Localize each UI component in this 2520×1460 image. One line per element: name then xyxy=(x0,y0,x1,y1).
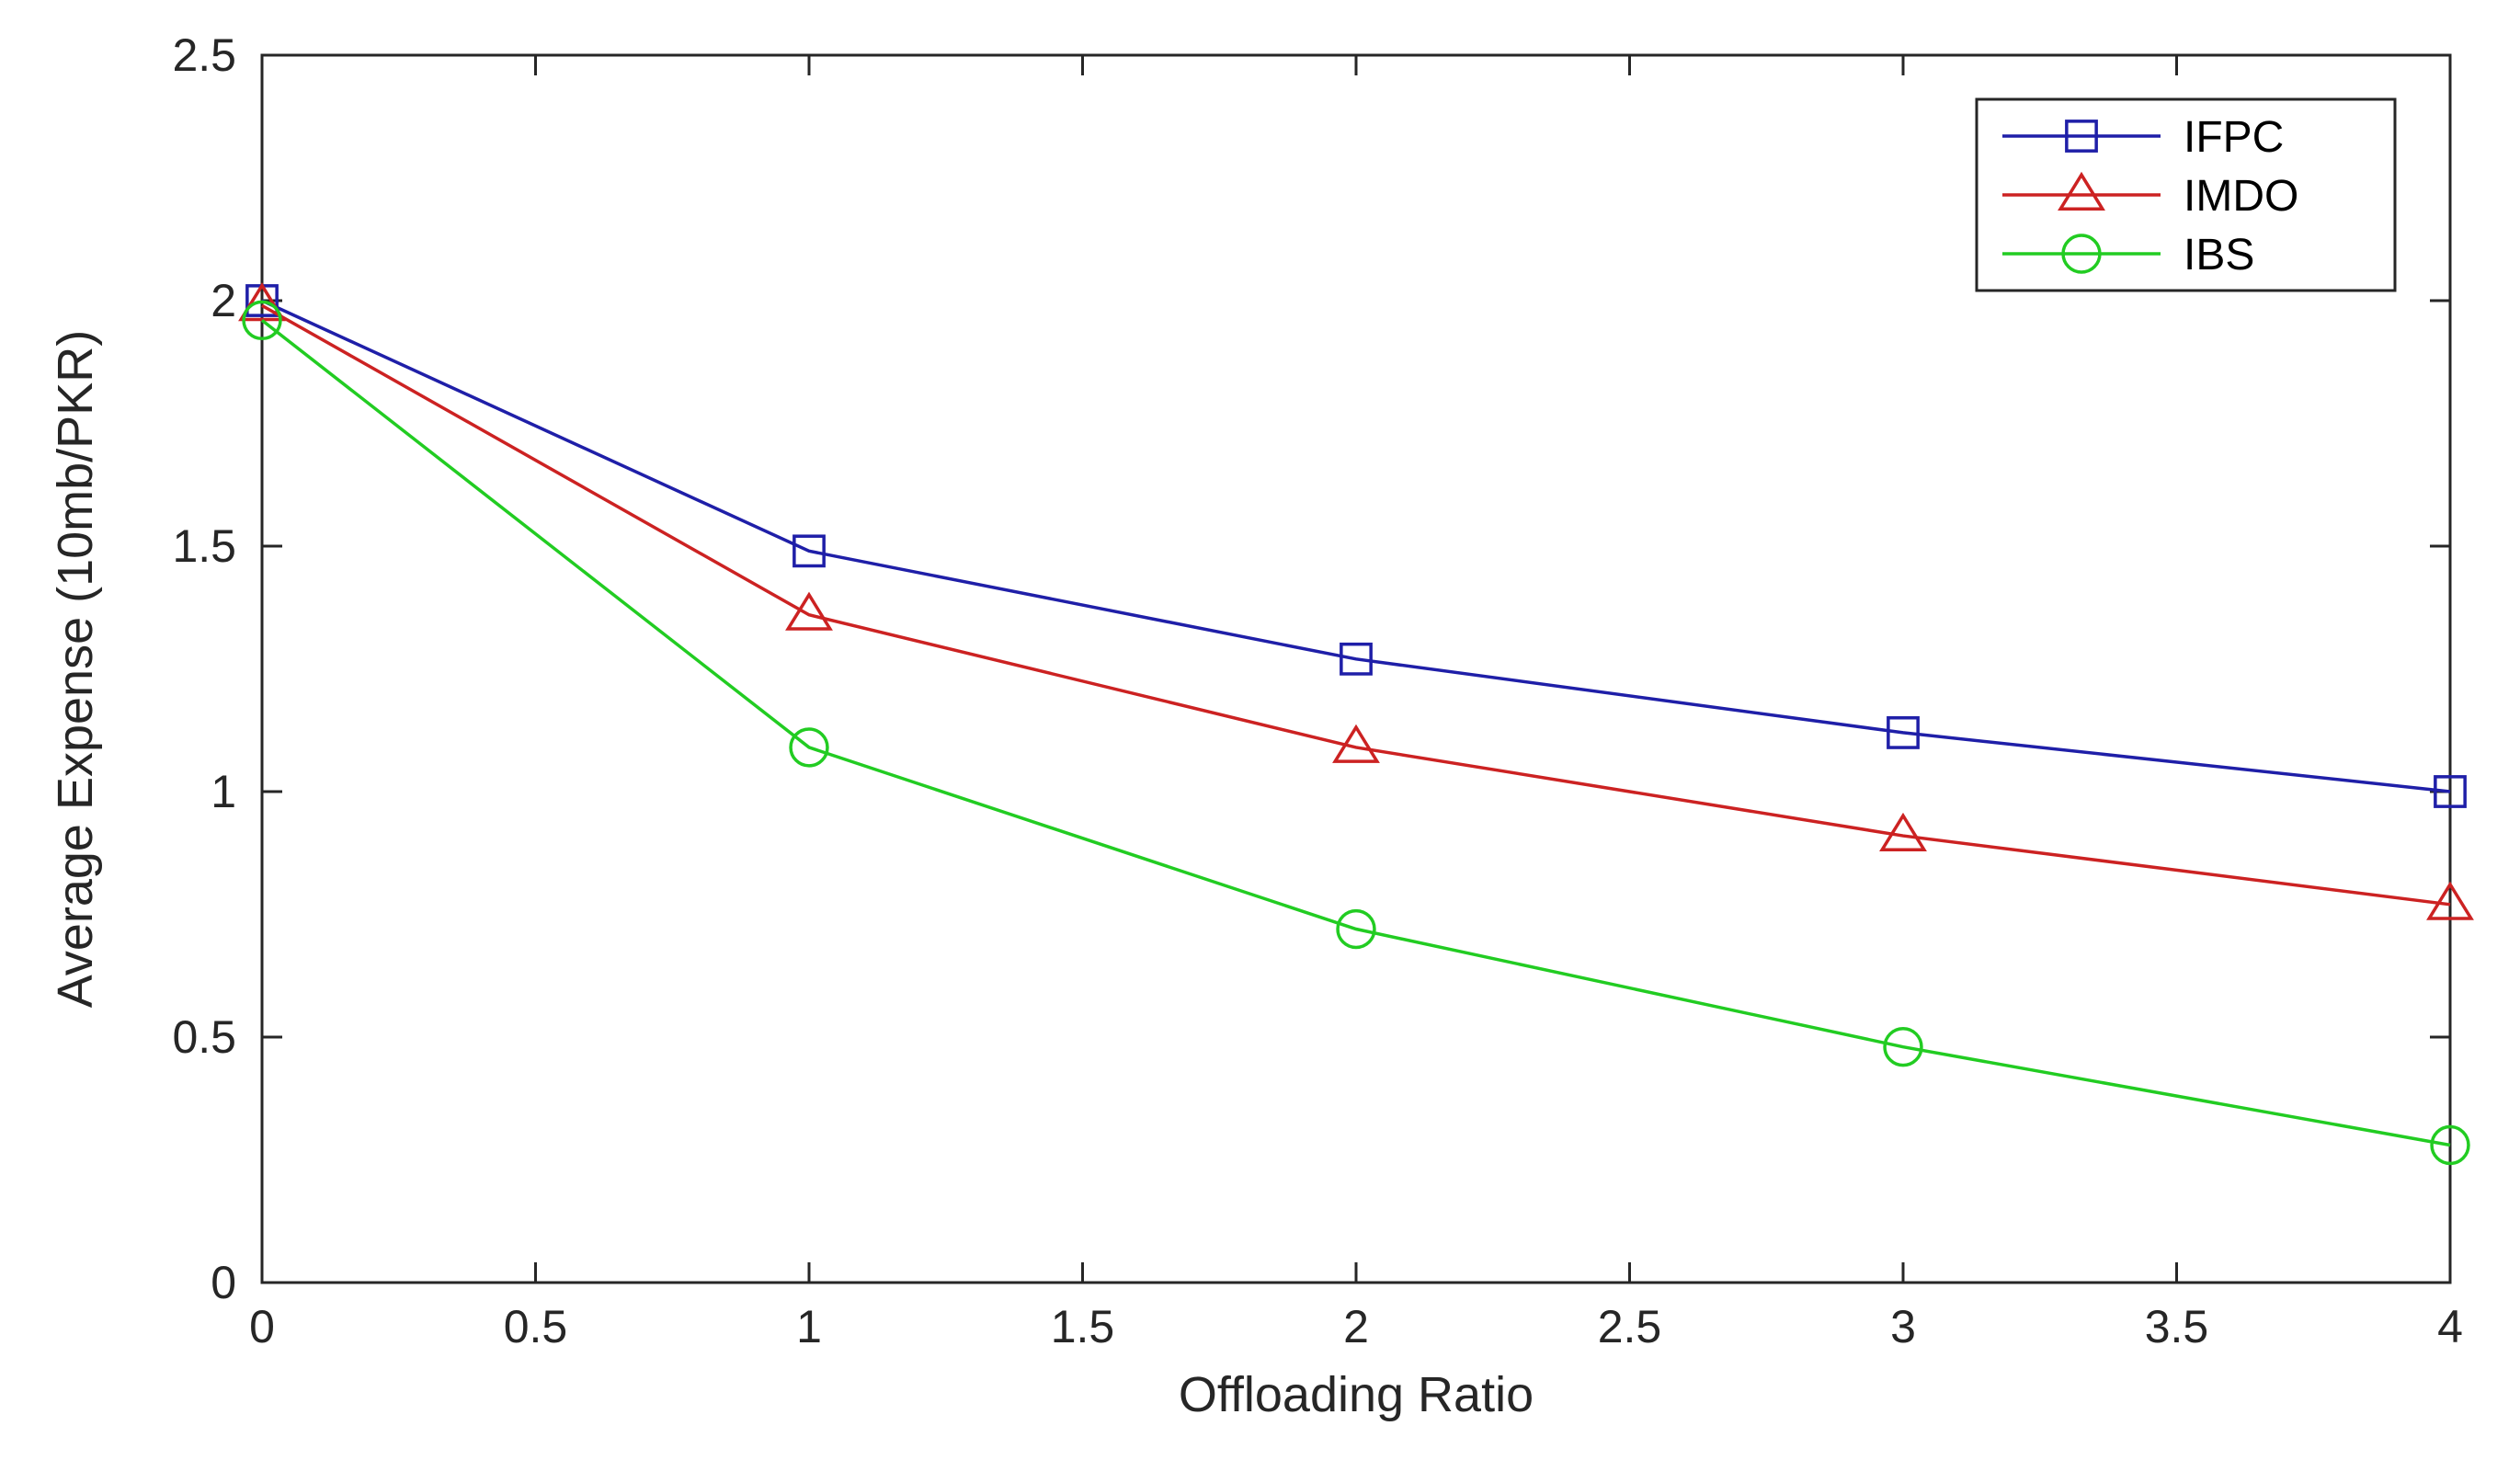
y-tick-label: 1.5 xyxy=(172,520,236,572)
x-tick-label: 4 xyxy=(2437,1301,2463,1352)
x-tick-label: 1.5 xyxy=(1051,1301,1115,1352)
data-point-imdo xyxy=(1879,812,1927,852)
data-point-imdo xyxy=(2426,881,2474,920)
series-line-ibs xyxy=(260,318,2451,1147)
legend-marker-imdo xyxy=(2058,171,2105,211)
data-point-imdo xyxy=(238,282,286,322)
data-point-ibs xyxy=(789,727,829,768)
x-tick-label: 2.5 xyxy=(1598,1301,1662,1352)
legend-marker-ifpc xyxy=(2065,120,2098,153)
data-point-ibs xyxy=(1883,1026,1923,1067)
x-tick-label: 3 xyxy=(1890,1301,1916,1352)
series-line-imdo xyxy=(261,303,2451,907)
y-tick-label: 2 xyxy=(211,275,236,326)
y-tick-label: 0.5 xyxy=(172,1011,236,1063)
y-tick-label: 0 xyxy=(211,1257,236,1308)
legend-label-imdo: IMDO xyxy=(2184,172,2298,221)
data-point-imdo xyxy=(1332,724,1380,763)
data-point-ifpc xyxy=(792,534,826,568)
x-tick-label: 0.5 xyxy=(504,1301,568,1352)
data-point-ibs xyxy=(2430,1124,2470,1166)
data-point-ifpc xyxy=(1887,716,1920,749)
x-tick-label: 2 xyxy=(1343,1301,1369,1352)
legend-label-ibs: IBS xyxy=(2184,231,2254,279)
legend-label-ifpc: IFPC xyxy=(2184,113,2284,162)
x-tick-label: 0 xyxy=(249,1301,275,1352)
y-tick-label: 1 xyxy=(211,766,236,817)
x-tick-label: 3.5 xyxy=(2145,1301,2209,1352)
series-line-ifpc xyxy=(261,299,2451,793)
legend-marker-ibs xyxy=(2061,234,2102,274)
data-point-ifpc xyxy=(1340,642,1373,676)
y-tick-label: 2.5 xyxy=(172,29,236,81)
y-axis-label: Average Expense (10mb/PKR) xyxy=(48,330,103,1008)
x-tick-label: 1 xyxy=(796,1301,822,1352)
data-point-ibs xyxy=(1336,908,1376,950)
x-axis-label: Offloading Ratio xyxy=(1179,1367,1534,1422)
data-point-ibs xyxy=(242,300,282,341)
data-point-ifpc xyxy=(2434,775,2467,808)
data-point-imdo xyxy=(785,591,833,631)
